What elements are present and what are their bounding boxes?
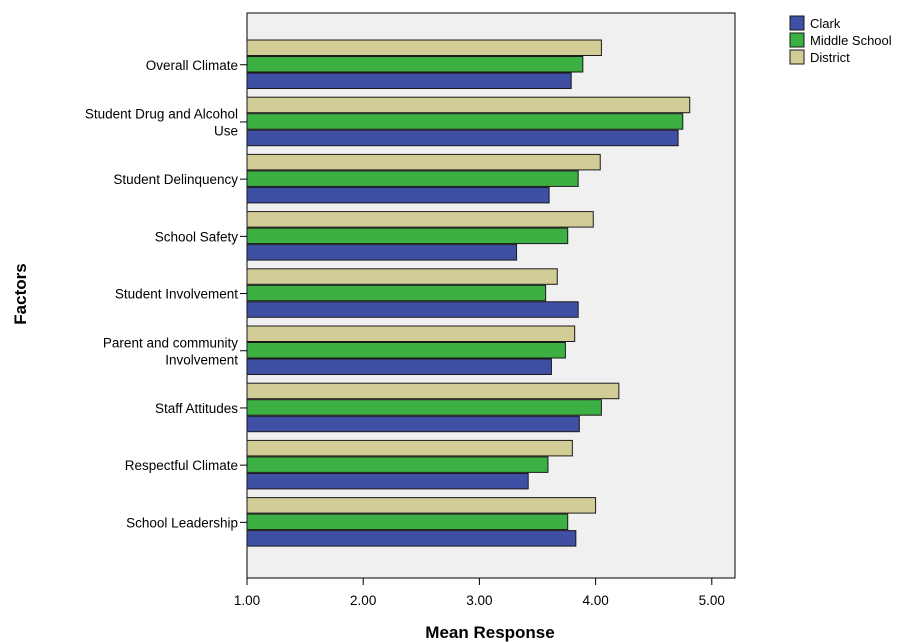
x-tick-label: 3.00 xyxy=(466,593,492,608)
bar-clark xyxy=(246,129,679,147)
bar-middle-school xyxy=(246,56,584,73)
category-label: Student Delinquency xyxy=(113,172,238,187)
category-label: Respectful Climate xyxy=(125,458,238,473)
bar-district xyxy=(246,39,602,56)
legend-label: Middle School xyxy=(810,33,892,48)
bar-clark xyxy=(246,72,572,89)
bar-clark xyxy=(246,472,529,490)
y-axis: Overall Climate Student Drug and Alcohol U… xyxy=(85,58,247,530)
bar-district xyxy=(246,96,691,114)
category-label: Involvement xyxy=(165,352,238,367)
x-tick-label: 2.00 xyxy=(350,593,376,608)
bar-district xyxy=(246,153,601,171)
bar-middle-school xyxy=(246,456,549,473)
category-label: Student Involvement xyxy=(115,287,238,302)
bar-clark xyxy=(246,301,579,318)
bar-clark xyxy=(246,530,577,547)
bar-clark xyxy=(246,244,518,261)
bar-clark xyxy=(246,358,552,375)
legend-swatch xyxy=(789,49,805,65)
category-label: Use xyxy=(214,123,238,138)
bar-district xyxy=(246,325,576,342)
bars-group xyxy=(246,39,691,547)
bar-clark xyxy=(246,186,550,204)
legend: Clark Middle School District xyxy=(789,15,892,65)
bar-middle-school xyxy=(246,399,602,416)
x-tick-label: 1.00 xyxy=(234,593,260,608)
bar-district xyxy=(246,497,597,514)
bar-district xyxy=(246,439,573,457)
category-label: Parent and community xyxy=(103,335,238,350)
category-label: Student Drug and Alcohol xyxy=(85,106,238,121)
x-axis: 1.00 2.00 3.00 4.00 5.00 xyxy=(234,578,725,608)
legend-label: District xyxy=(810,50,850,65)
category-label: School Leadership xyxy=(126,515,238,530)
bar-middle-school xyxy=(246,170,579,187)
bar-district xyxy=(246,382,620,400)
category-label: Staff Attitudes xyxy=(155,401,238,416)
legend-label: Clark xyxy=(810,16,841,31)
legend-swatch xyxy=(789,15,805,31)
category-label: Overall Climate xyxy=(146,58,238,73)
bar-middle-school xyxy=(246,227,569,245)
bar-middle-school xyxy=(246,113,684,130)
bar-district xyxy=(246,211,594,228)
x-tick-label: 5.00 xyxy=(699,593,725,608)
bar-district xyxy=(246,268,558,285)
x-tick-label: 4.00 xyxy=(582,593,608,608)
bar-middle-school xyxy=(246,513,569,531)
x-axis-title: Mean Response xyxy=(425,623,554,642)
category-label: School Safety xyxy=(155,229,239,244)
legend-swatch xyxy=(789,32,805,48)
bar-clark xyxy=(246,415,580,433)
bar-middle-school xyxy=(246,284,547,302)
bar-middle-school xyxy=(246,342,566,359)
y-axis-title: Factors xyxy=(11,263,30,324)
